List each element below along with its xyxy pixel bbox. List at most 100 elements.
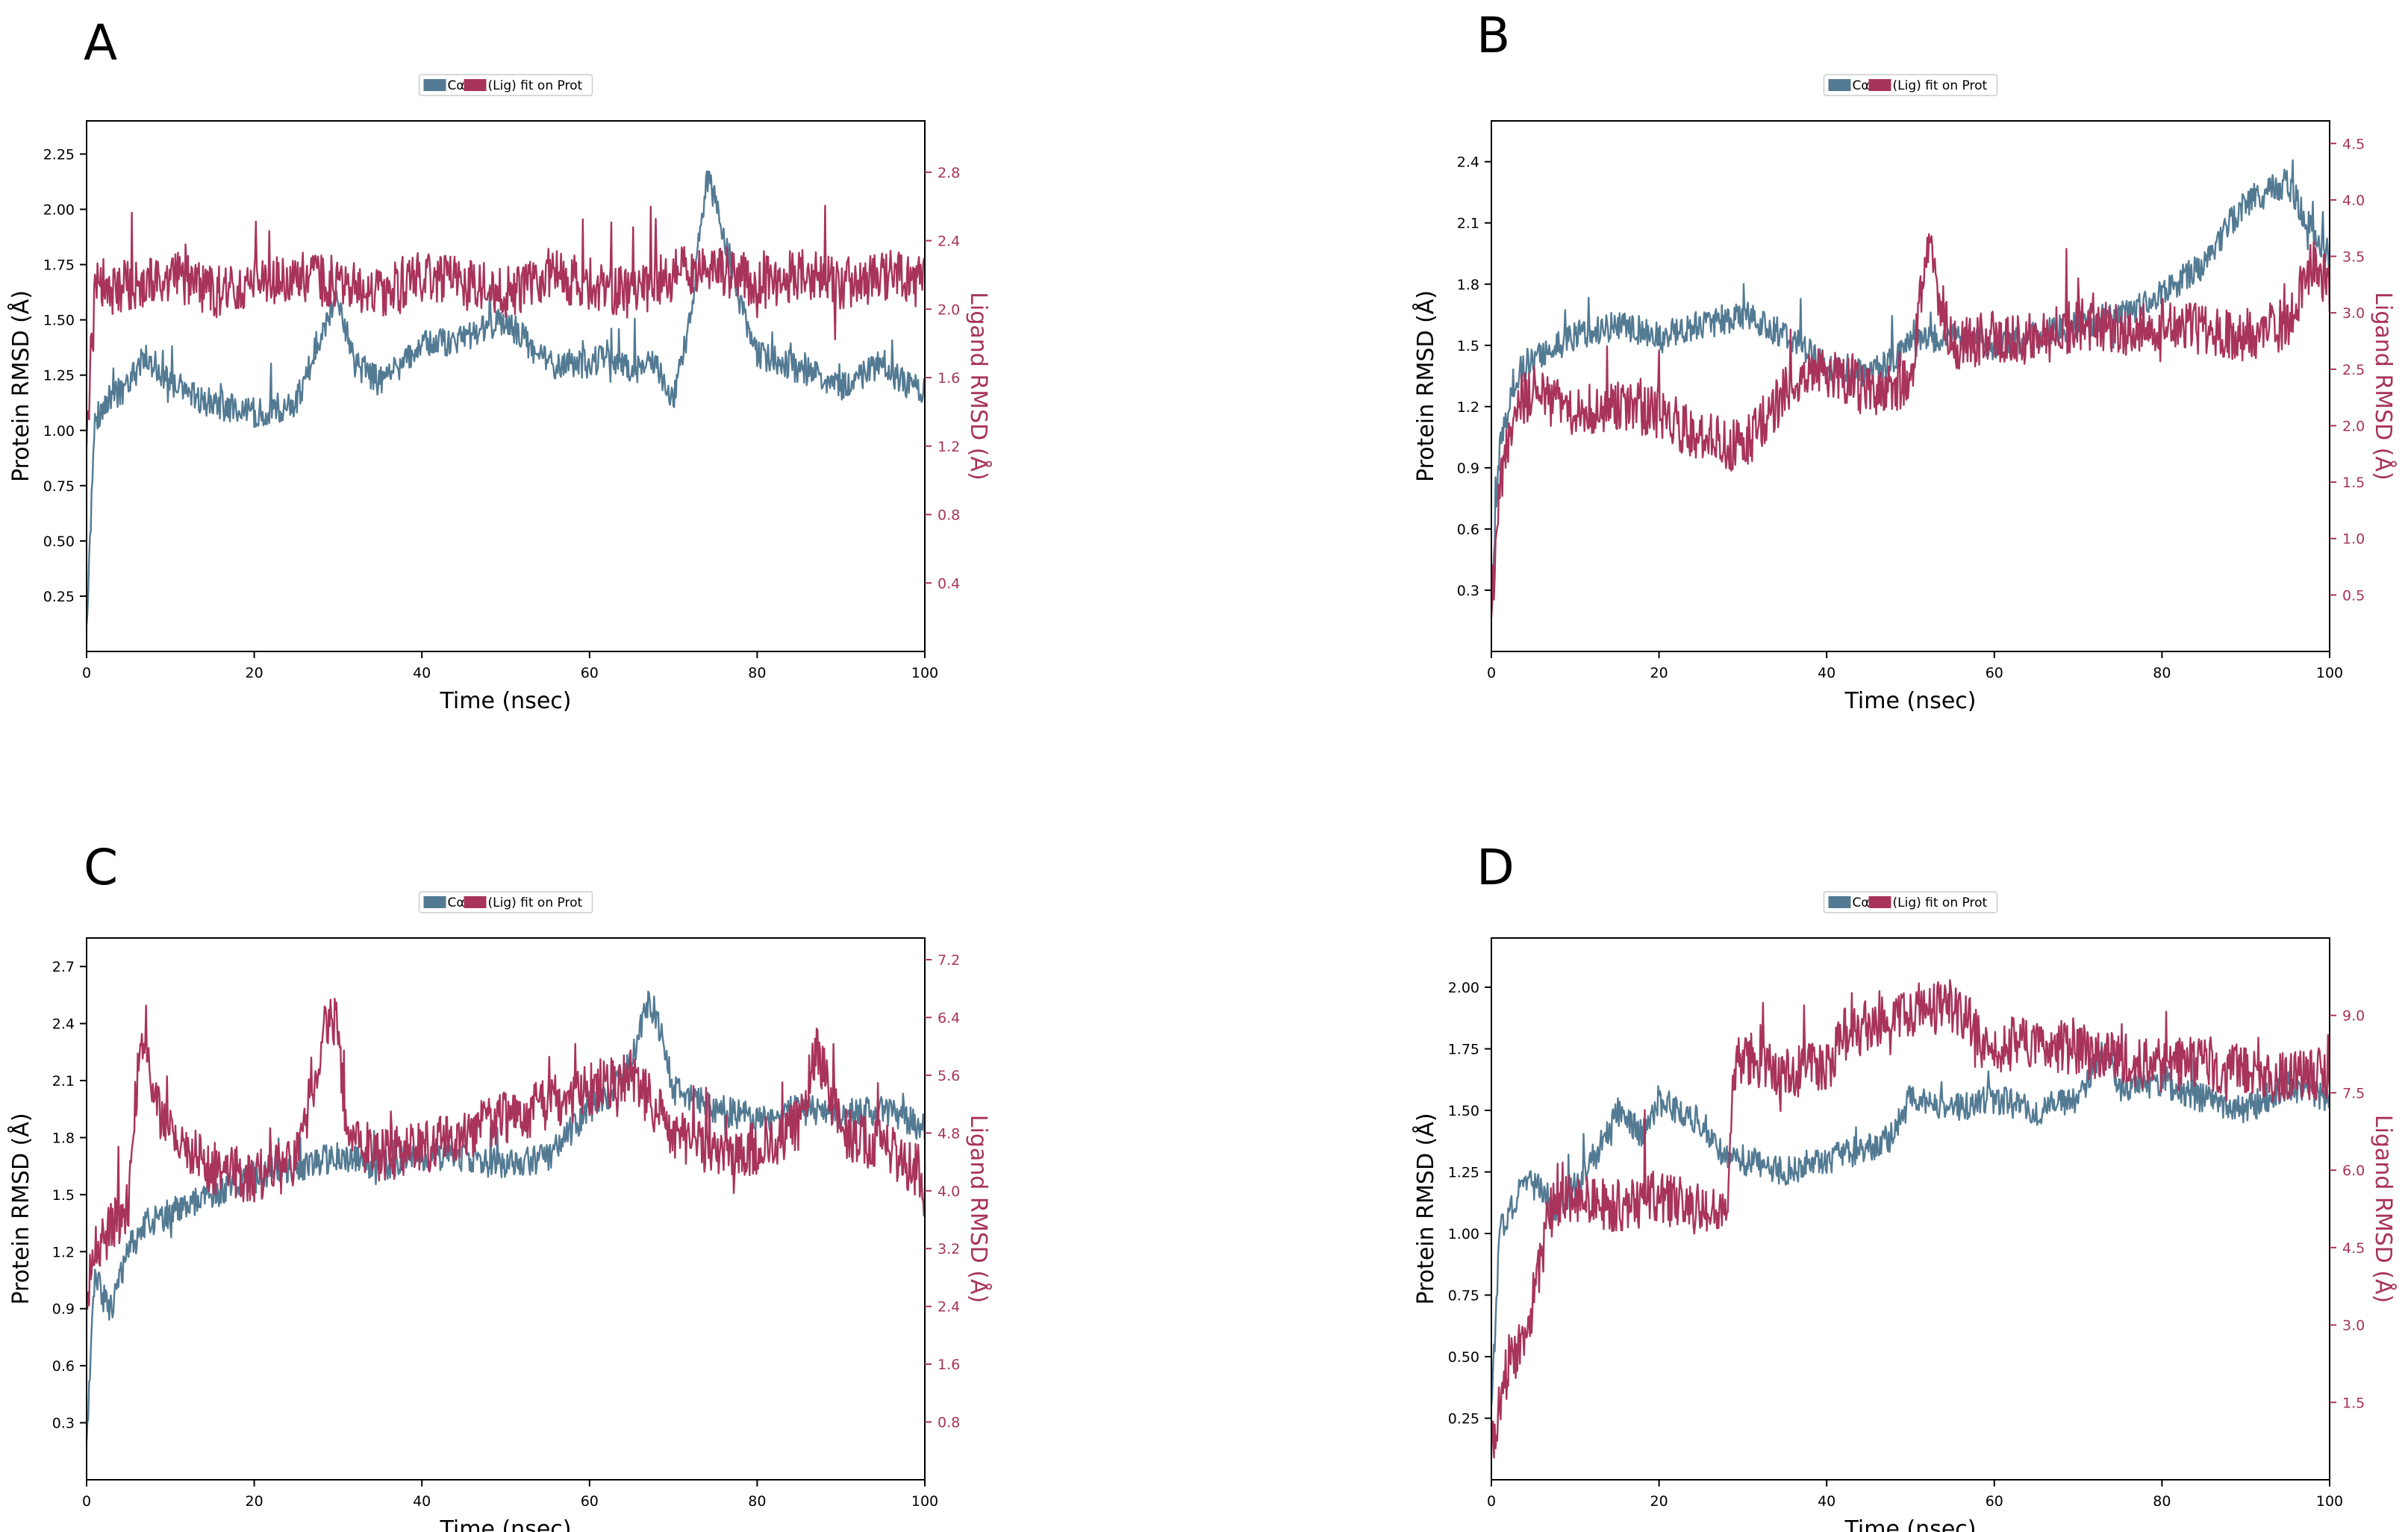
y-left-tick-label: 1.2 bbox=[1457, 399, 1479, 416]
legend-label-ligand: (Lig) fit on Prot bbox=[1893, 78, 1988, 93]
ligand-rmsd-line bbox=[1491, 979, 2330, 1459]
y-right-tick-label: 7.5 bbox=[2342, 1085, 2365, 1101]
y-left-tick-label: 1.50 bbox=[1448, 1103, 1479, 1119]
axes-frame bbox=[1491, 120, 2330, 652]
y-left-tick-label: 1.25 bbox=[1448, 1165, 1479, 1181]
y-right-tick-label: 4.5 bbox=[2342, 136, 2365, 152]
panel-letter: A bbox=[84, 14, 117, 72]
y-left-tick-label: 1.8 bbox=[52, 1130, 75, 1146]
x-tick-label: 40 bbox=[1818, 665, 1835, 681]
legend: Cα (Lig) fit on Prot bbox=[1823, 891, 1998, 913]
legend-box bbox=[418, 74, 593, 96]
y-left-tick-label: 2.1 bbox=[52, 1073, 75, 1089]
legend-box bbox=[1823, 891, 1998, 913]
y-right-tick-label: 0.5 bbox=[2342, 587, 2365, 604]
ligand-rmsd-line bbox=[1491, 233, 2330, 618]
x-tick-label: 100 bbox=[911, 1493, 938, 1510]
legend-label-protein: Cα bbox=[448, 895, 465, 910]
y-left-tick-label: 2.7 bbox=[52, 959, 75, 975]
y-left-tick-label: 1.75 bbox=[43, 257, 75, 274]
y-left-tick-label: 0.6 bbox=[1457, 522, 1479, 538]
legend: Cα (Lig) fit on Prot bbox=[1823, 74, 1998, 96]
y-left-tick-label: 1.75 bbox=[1448, 1042, 1479, 1058]
y-right-tick-label: 1.5 bbox=[2342, 1395, 2365, 1411]
legend-box bbox=[418, 891, 593, 913]
legend-label-protein: Cα bbox=[1853, 895, 1870, 910]
y-right-tick-label: 2.0 bbox=[2342, 418, 2365, 434]
y-right-axis-label: Ligand RMSD (Å) bbox=[965, 1115, 992, 1303]
y-right-tick-label: 1.5 bbox=[2342, 475, 2365, 491]
y-left-tick-label: 1.50 bbox=[43, 313, 75, 329]
y-left-tick-label: 2.4 bbox=[1457, 154, 1479, 171]
axes-frame bbox=[1491, 937, 2330, 1481]
y-right-tick-label: 6.4 bbox=[938, 1010, 960, 1026]
x-axis-label: Time (nsec) bbox=[440, 1516, 572, 1532]
y-right-tick-label: 2.5 bbox=[2342, 362, 2365, 378]
x-tick-label: 0 bbox=[82, 665, 91, 681]
y-right-tick-label: 3.2 bbox=[938, 1241, 960, 1257]
y-left-axis-label: Protein RMSD (Å) bbox=[7, 1113, 34, 1304]
legend-swatch-ligand bbox=[464, 79, 487, 91]
x-tick-label: 0 bbox=[82, 1493, 91, 1510]
x-tick-label: 80 bbox=[748, 665, 766, 681]
y-left-tick-label: 1.8 bbox=[1457, 277, 1479, 293]
y-right-tick-label: 4.0 bbox=[2342, 193, 2365, 209]
y-left-tick-label: 2.00 bbox=[43, 202, 75, 219]
y-left-tick-label: 1.00 bbox=[43, 423, 75, 440]
x-tick-label: 40 bbox=[413, 1493, 431, 1510]
y-left-tick-label: 2.4 bbox=[52, 1016, 75, 1033]
x-tick-label: 100 bbox=[2316, 1493, 2343, 1510]
y-left-tick-label: 1.5 bbox=[52, 1187, 75, 1204]
legend-swatch-protein bbox=[423, 79, 446, 91]
x-axis-label: Time (nsec) bbox=[440, 688, 572, 714]
x-tick-label: 80 bbox=[2153, 665, 2171, 681]
y-right-tick-label: 3.0 bbox=[2342, 1318, 2365, 1334]
y-left-tick-label: 1.25 bbox=[43, 368, 75, 384]
axes-frame bbox=[86, 937, 926, 1481]
y-right-axis-label: Ligand RMSD (Å) bbox=[2370, 1115, 2397, 1303]
x-tick-label: 80 bbox=[748, 1493, 766, 1510]
panel-letter: C bbox=[84, 839, 118, 896]
x-tick-label: 20 bbox=[246, 1493, 263, 1510]
panel-a: A 0 20 40 60 80 100 0.25 0.50 0.75 1.00 1.25 1.50 1.7… bbox=[7, 14, 992, 714]
y-left-tick-label: 0.50 bbox=[43, 534, 75, 550]
legend-swatch-protein bbox=[1828, 896, 1851, 908]
panel-b: B 0 20 40 60 80 100 0.3 0.6 0.9 1.2 1.5 1.8 2.1 2.4 0.5… bbox=[1412, 7, 2397, 714]
y-right-tick-label: 1.6 bbox=[938, 370, 960, 387]
protein-rmsd-line bbox=[87, 170, 925, 625]
legend-label-ligand: (Lig) fit on Prot bbox=[488, 895, 583, 910]
x-tick-label: 80 bbox=[2153, 1493, 2171, 1510]
y-right-tick-label: 2.0 bbox=[938, 301, 960, 318]
x-tick-label: 20 bbox=[246, 665, 263, 681]
y-left-tick-label: 2.25 bbox=[43, 146, 75, 163]
legend-label-ligand: (Lig) fit on Prot bbox=[1893, 895, 1988, 910]
y-right-tick-label: 2.4 bbox=[938, 234, 960, 250]
y-left-tick-label: 2.00 bbox=[1448, 980, 1479, 996]
y-right-tick-label: 4.8 bbox=[938, 1125, 960, 1142]
x-axis-label: Time (nsec) bbox=[1844, 688, 1977, 714]
y-left-axis-label: Protein RMSD (Å) bbox=[7, 290, 34, 482]
legend: Cα (Lig) fit on Prot bbox=[418, 74, 593, 96]
y-right-tick-label: 0.8 bbox=[938, 1415, 960, 1431]
panel-c: C 0 20 40 60 80 100 0.3 0.6 0.9 1.2 1.5 1.8 2.1 2.4 2.7… bbox=[7, 839, 992, 1532]
x-tick-label: 0 bbox=[1487, 665, 1496, 681]
protein-rmsd-line bbox=[87, 990, 925, 1442]
y-left-tick-label: 0.9 bbox=[1457, 460, 1479, 477]
y-left-tick-label: 1.5 bbox=[1457, 338, 1479, 354]
legend-swatch-ligand bbox=[464, 896, 487, 908]
legend-swatch-ligand bbox=[1868, 79, 1891, 91]
y-left-tick-label: 0.6 bbox=[52, 1358, 75, 1375]
legend-box bbox=[1823, 74, 1998, 96]
y-left-tick-label: 0.50 bbox=[1448, 1349, 1479, 1366]
legend: Cα (Lig) fit on Prot bbox=[418, 891, 593, 913]
y-right-tick-label: 1.6 bbox=[938, 1357, 960, 1373]
protein-rmsd-line bbox=[1491, 159, 2330, 611]
legend-label-ligand: (Lig) fit on Prot bbox=[488, 78, 583, 93]
y-left-tick-label: 1.2 bbox=[52, 1244, 75, 1260]
x-tick-label: 0 bbox=[1487, 1493, 1496, 1510]
y-right-tick-label: 2.4 bbox=[938, 1299, 960, 1316]
y-right-axis-label: Ligand RMSD (Å) bbox=[965, 292, 992, 480]
panel-d: D 0 20 40 60 80 100 0.25 0.50 0.75 1.00 1.25 1.50 1.7… bbox=[1412, 839, 2397, 1532]
